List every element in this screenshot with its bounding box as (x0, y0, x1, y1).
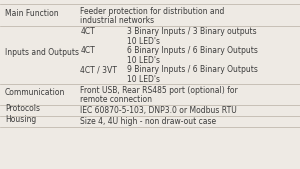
Text: Front USB, Rear RS485 port (optional) for: Front USB, Rear RS485 port (optional) fo… (80, 86, 238, 95)
Text: Size 4, 4U high - non draw-out case: Size 4, 4U high - non draw-out case (80, 117, 217, 126)
Text: remote connection: remote connection (80, 95, 152, 104)
Text: industrial networks: industrial networks (80, 16, 154, 26)
Text: Main Function: Main Function (5, 9, 58, 18)
Text: IEC 60870-5-103, DNP3.0 or Modbus RTU: IEC 60870-5-103, DNP3.0 or Modbus RTU (80, 106, 237, 115)
Text: Protocols: Protocols (5, 104, 40, 113)
Text: 9 Binary Inputs / 6 Binary Outputs: 9 Binary Inputs / 6 Binary Outputs (127, 65, 258, 75)
Text: Communication: Communication (5, 88, 65, 97)
Text: Inputs and Outputs: Inputs and Outputs (5, 48, 79, 57)
Text: 10 LED's: 10 LED's (127, 75, 160, 84)
Text: 4CT: 4CT (80, 27, 95, 37)
Text: 4CT: 4CT (80, 46, 95, 55)
Text: 10 LED's: 10 LED's (127, 37, 160, 46)
Text: Feeder protection for distribution and: Feeder protection for distribution and (80, 7, 225, 16)
Text: 6 Binary Inputs / 6 Binary Outputs: 6 Binary Inputs / 6 Binary Outputs (127, 46, 258, 55)
Text: 4CT / 3VT: 4CT / 3VT (80, 65, 117, 75)
Text: Housing: Housing (5, 115, 36, 124)
Text: 3 Binary Inputs / 3 Binary outputs: 3 Binary Inputs / 3 Binary outputs (127, 27, 256, 37)
Text: 10 LED's: 10 LED's (127, 56, 160, 65)
